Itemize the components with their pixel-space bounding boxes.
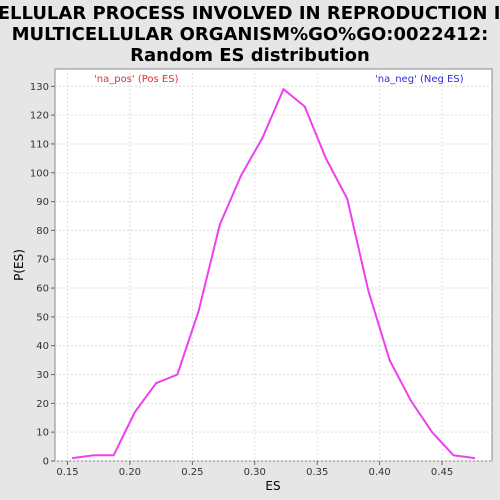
y-tick-label: 120 — [30, 111, 49, 122]
x-tick-label: 0.20 — [119, 467, 141, 478]
data-point — [325, 157, 327, 160]
data-point — [112, 454, 115, 457]
y-tick-label: 90 — [36, 197, 49, 208]
series-line — [72, 88, 475, 460]
x-axis: 0.15 0.20 0.25 0.30 0.35 0.40 0.45 — [56, 461, 453, 478]
chart-title-line: Random ES distribution — [130, 45, 370, 66]
x-tick-label: 0.35 — [306, 467, 328, 478]
y-tick-label: 40 — [36, 341, 49, 352]
y-tick-label: 10 — [36, 428, 49, 439]
x-tick-label: 0.15 — [56, 467, 78, 478]
data-point — [197, 310, 200, 312]
data-point — [431, 431, 433, 433]
data-point — [240, 174, 242, 177]
plot-area — [54, 68, 493, 462]
data-point — [92, 454, 95, 457]
legend: 'na_pos' (Pos ES) 'na_neg' (Neg ES) — [94, 74, 464, 85]
x-axis-label: ES — [265, 479, 280, 493]
x-tick-label: 0.40 — [368, 467, 390, 478]
data-point — [176, 373, 179, 376]
data-point — [452, 454, 455, 457]
data-point — [155, 382, 157, 384]
y-tick-label: 60 — [36, 284, 49, 295]
y-tick-label: 50 — [36, 312, 49, 323]
data-point — [219, 223, 221, 226]
chart-title-line: CELLULAR PROCESS INVOLVED IN REPRODUCTIO… — [0, 3, 500, 24]
y-tick-label: 0 — [43, 457, 49, 468]
y-axis-label: P(ES) — [12, 249, 26, 281]
legend-pos: 'na_pos' (Pos ES) — [94, 74, 179, 85]
data-point — [261, 137, 264, 139]
series-group — [71, 88, 476, 460]
data-point — [282, 88, 285, 90]
x-tick-label: 0.30 — [244, 467, 266, 478]
x-tick-label: 0.45 — [431, 467, 453, 478]
y-tick-label: 100 — [30, 168, 49, 179]
chart-title: CELLULAR PROCESS INVOLVED IN REPRODUCTIO… — [0, 3, 500, 66]
chart-title-line: MULTICELLULAR ORGANISM%GO%GO:0022412: — [12, 24, 489, 45]
x-tick-label: 0.25 — [181, 467, 203, 478]
y-tick-label: 80 — [36, 226, 49, 237]
y-axis: 0 10 20 30 40 50 60 70 80 90 100 110 120 130 — [30, 82, 55, 468]
data-point — [473, 457, 476, 459]
data-point — [410, 399, 412, 402]
y-tick-label: 30 — [36, 370, 49, 381]
data-point — [346, 197, 348, 200]
grid-lines — [55, 69, 492, 462]
data-point — [71, 457, 74, 459]
data-point — [134, 411, 136, 413]
data-point — [388, 359, 391, 361]
legend-neg: 'na_neg' (Neg ES) — [375, 74, 464, 85]
y-tick-label: 20 — [36, 399, 49, 410]
y-tick-label: 130 — [30, 82, 49, 93]
y-tick-label: 70 — [36, 255, 49, 266]
data-point — [367, 290, 370, 292]
data-point — [303, 105, 306, 108]
y-tick-label: 110 — [30, 139, 49, 150]
